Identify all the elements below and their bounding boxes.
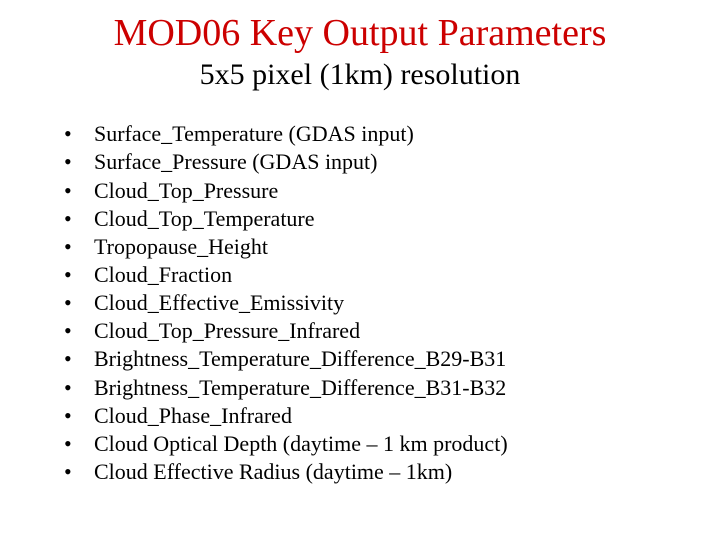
page-subtitle: 5x5 pixel (1km) resolution [20,58,700,93]
list-item: Cloud_Top_Pressure_Infrared [64,317,700,345]
list-item: Cloud_Top_Pressure [64,177,700,205]
page-title: MOD06 Key Output Parameters [20,12,700,56]
list-item: Cloud_Phase_Infrared [64,402,700,430]
list-item-label: Surface_Pressure (GDAS input) [94,149,378,174]
list-item-label: Tropopause_Height [94,234,268,259]
list-item-label: Brightness_Temperature_Difference_B29-B3… [94,346,506,371]
list-item-label: Surface_Temperature (GDAS input) [94,121,414,146]
list-item: Cloud_Fraction [64,261,700,289]
list-item-label: Brightness_Temperature_Difference_B31-B3… [94,375,506,400]
list-item-label: Cloud Effective Radius (daytime – 1km) [94,459,452,484]
list-item: Brightness_Temperature_Difference_B31-B3… [64,374,700,402]
list-item: Brightness_Temperature_Difference_B29-B3… [64,345,700,373]
list-item: Cloud_Effective_Emissivity [64,289,700,317]
list-item-label: Cloud_Top_Pressure_Infrared [94,318,360,343]
list-item-label: Cloud_Effective_Emissivity [94,290,344,315]
slide: MOD06 Key Output Parameters 5x5 pixel (1… [0,0,720,540]
list-item-label: Cloud_Top_Pressure [94,178,278,203]
list-item-label: Cloud_Fraction [94,262,232,287]
list-item: Surface_Pressure (GDAS input) [64,148,700,176]
list-item: Cloud_Top_Temperature [64,205,700,233]
list-item: Cloud Optical Depth (daytime – 1 km prod… [64,430,700,458]
list-item-label: Cloud Optical Depth (daytime – 1 km prod… [94,431,508,456]
list-item-label: Cloud_Top_Temperature [94,206,315,231]
list-item-label: Cloud_Phase_Infrared [94,403,292,428]
parameter-list: Surface_Temperature (GDAS input) Surface… [64,120,700,486]
list-item: Tropopause_Height [64,233,700,261]
list-item: Surface_Temperature (GDAS input) [64,120,700,148]
list-item: Cloud Effective Radius (daytime – 1km) [64,458,700,486]
